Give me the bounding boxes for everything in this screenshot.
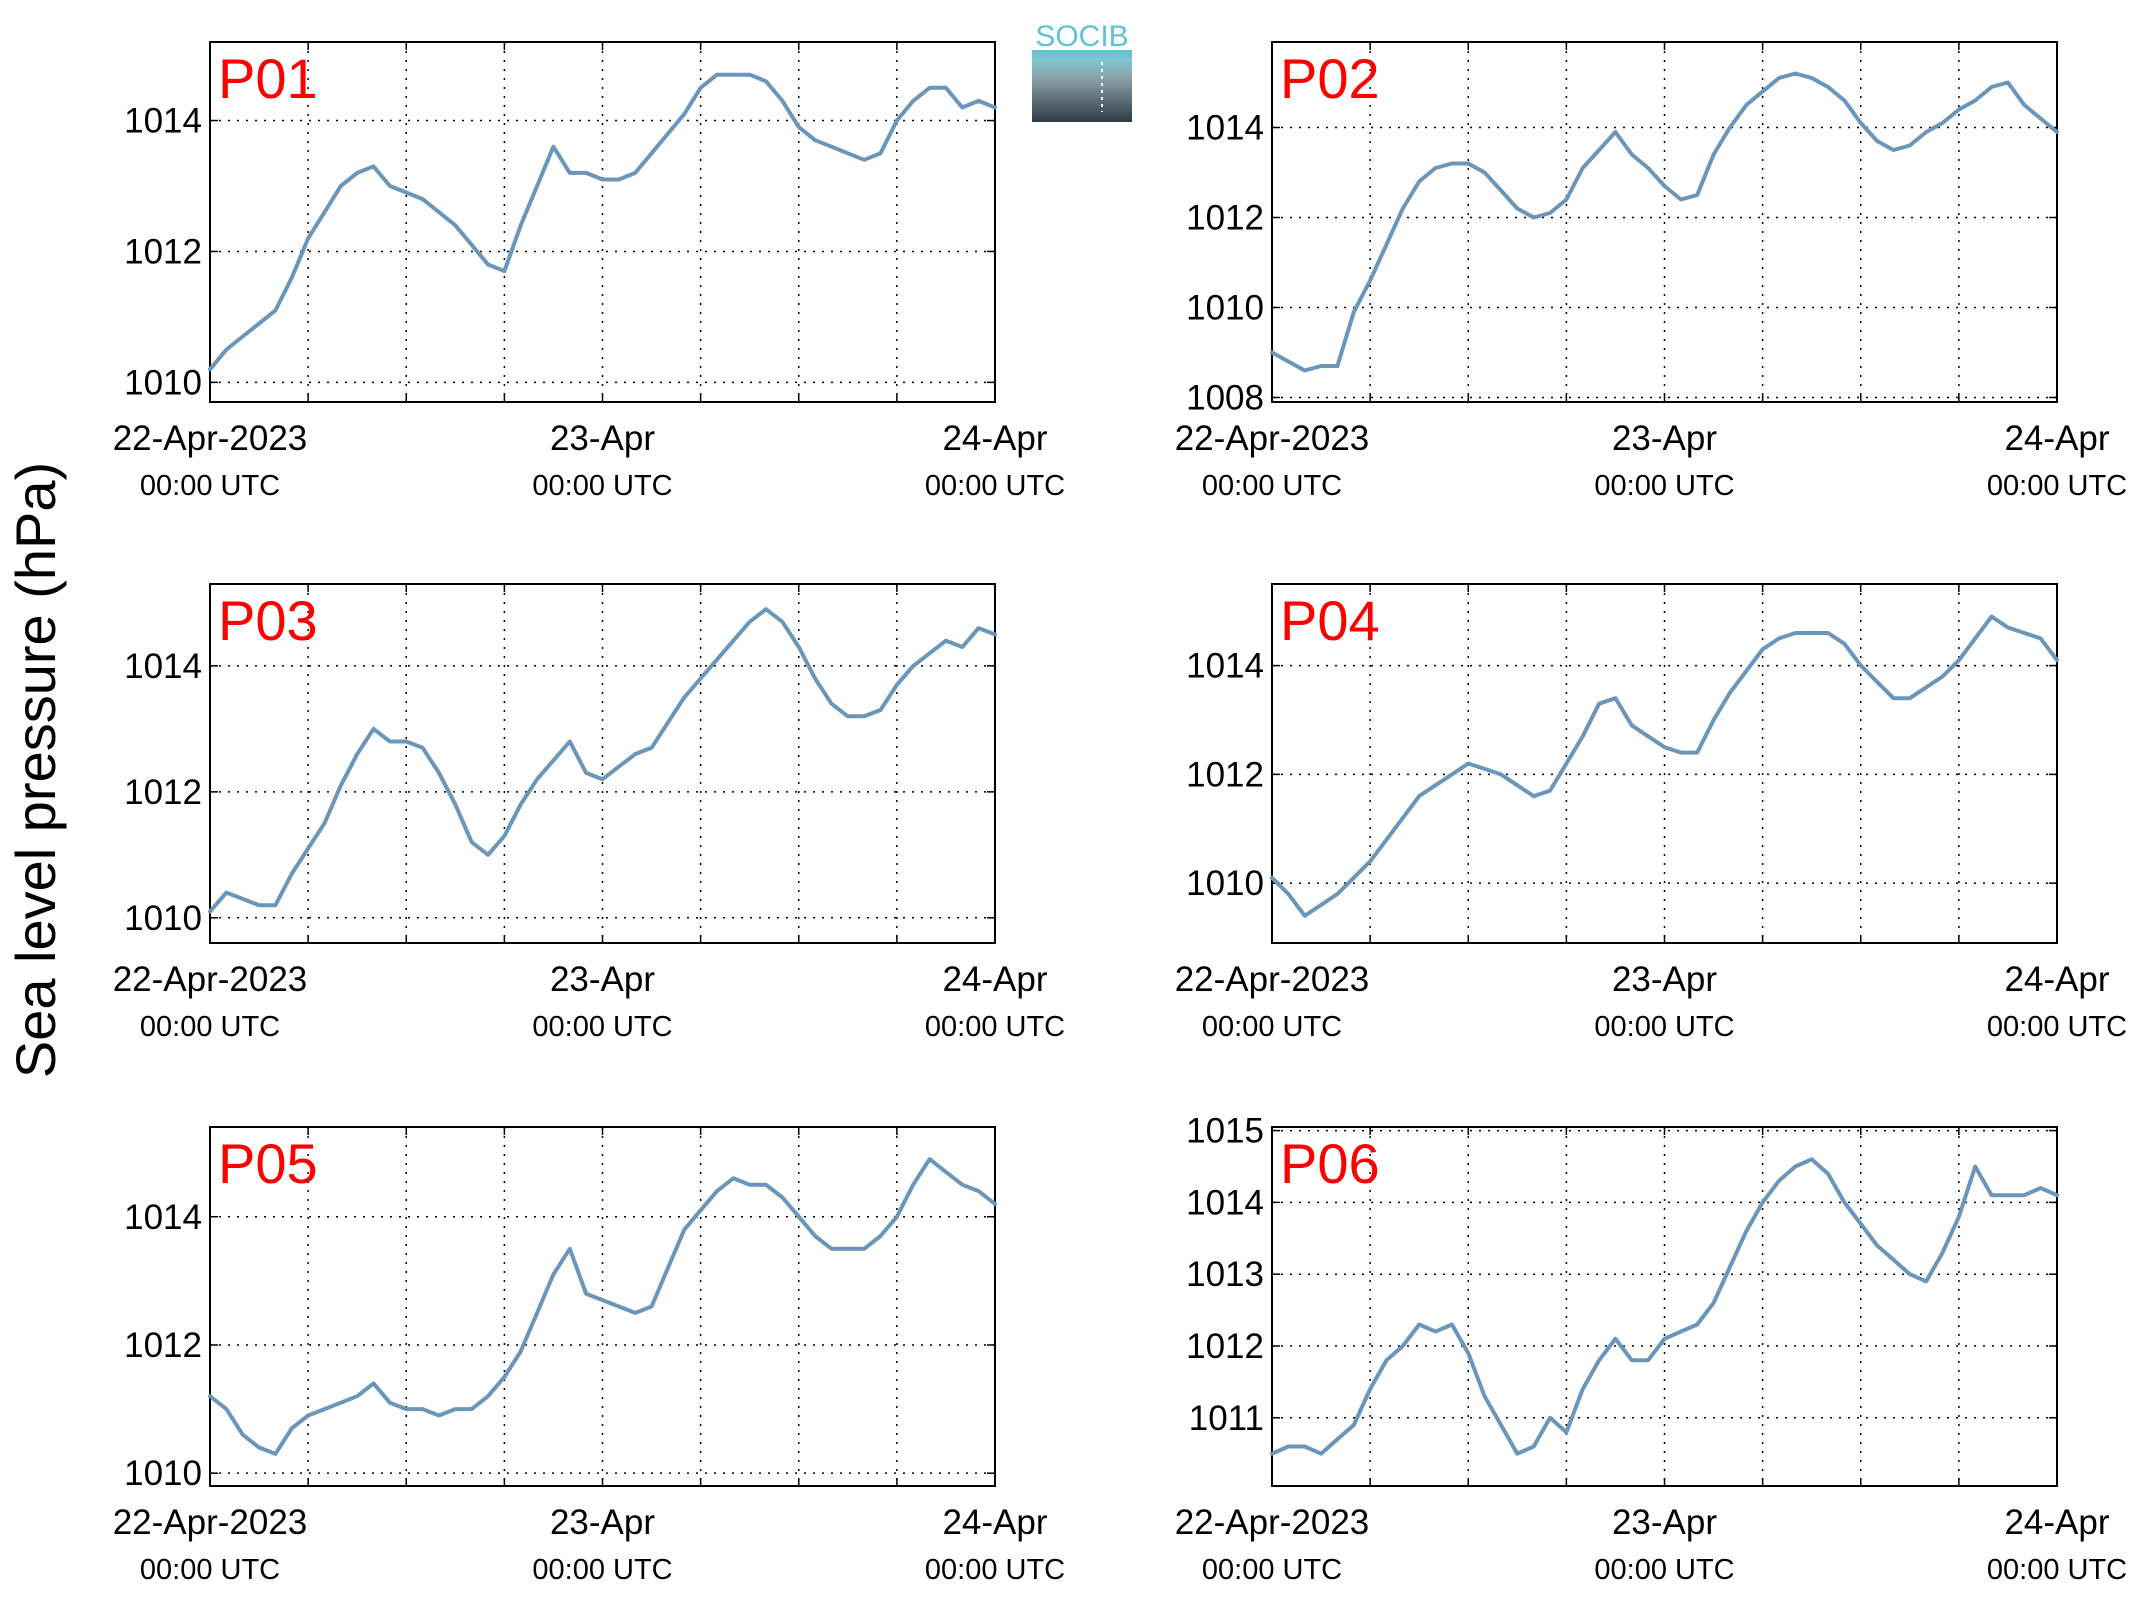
x-tick-label: 23-Apr <box>1612 1503 1717 1542</box>
series-line <box>1270 614 2059 918</box>
y-tick-label: 1010 <box>124 899 202 938</box>
panel-label: P03 <box>218 589 318 652</box>
y-tick-label: 1014 <box>124 102 202 141</box>
x-tick-label: 23-Apr <box>1612 419 1717 458</box>
x-tick-label: 22-Apr-2023 <box>113 960 308 999</box>
x-tick-sublabel: 00:00 UTC <box>1594 1011 1734 1043</box>
panel-p06: 1011 1012 1013 1014 1015 22-Apr-2023 00:00 UTC… <box>1175 1112 2127 1586</box>
y-tick-label: 1015 <box>1186 1112 1264 1151</box>
panel-p05: 1010 1012 1014 22-Apr-2023 00:00 UTC 23-Apr 00… <box>113 1126 1065 1586</box>
x-tick-sublabel: 00:00 UTC <box>532 1554 672 1586</box>
x-tick-sublabel: 00:00 UTC <box>1202 1554 1342 1586</box>
panels: 1010 1012 1014 22-Apr-2023 00:00 UTC 23-Apr 00… <box>113 41 2127 1586</box>
series-line <box>1270 1157 2059 1456</box>
series-line <box>208 72 997 372</box>
y-tick-label: 1014 <box>1186 109 1264 148</box>
y-tick-label: 1012 <box>124 232 202 271</box>
x-tick-sublabel: 00:00 UTC <box>1987 1554 2127 1586</box>
x-tick-sublabel: 00:00 UTC <box>1202 1011 1342 1043</box>
x-tick-sublabel: 00:00 UTC <box>1987 1011 2127 1043</box>
x-tick-label: 23-Apr <box>550 419 655 458</box>
y-tick-label: 1013 <box>1186 1255 1264 1294</box>
x-tick-sublabel: 00:00 UTC <box>140 470 280 502</box>
y-tick-label: 1014 <box>124 647 202 686</box>
panel-label: P05 <box>218 1132 318 1195</box>
x-tick-label: 24-Apr <box>2004 1503 2109 1542</box>
x-tick-sublabel: 00:00 UTC <box>925 1011 1065 1043</box>
y-axis-label: Sea level pressure (hPa) <box>4 462 67 1078</box>
x-tick-label: 24-Apr <box>942 1503 1047 1542</box>
x-tick-label: 23-Apr <box>550 1503 655 1542</box>
y-tick-label: 1012 <box>124 773 202 812</box>
y-tick-label: 1012 <box>1186 199 1264 238</box>
panel-p01: 1010 1012 1014 22-Apr-2023 00:00 UTC 23-Apr 00… <box>113 41 1065 502</box>
x-tick-sublabel: 00:00 UTC <box>140 1554 280 1586</box>
x-tick-label: 22-Apr-2023 <box>1175 1503 1370 1542</box>
x-tick-sublabel: 00:00 UTC <box>1987 470 2127 502</box>
x-tick-sublabel: 00:00 UTC <box>140 1011 280 1043</box>
x-tick-label: 23-Apr <box>1612 960 1717 999</box>
y-tick-label: 1010 <box>124 363 202 402</box>
series-line <box>208 607 997 914</box>
y-tick-label: 1012 <box>124 1326 202 1365</box>
socib-logo-text: SOCIB <box>1035 20 1128 53</box>
x-tick-label: 22-Apr-2023 <box>1175 419 1370 458</box>
socib-logo: SOCIB <box>1032 20 1132 122</box>
panel-p03: 1010 1012 1014 22-Apr-2023 00:00 UTC 23-Apr 00… <box>113 583 1065 1043</box>
y-tick-label: 1014 <box>1186 1183 1264 1222</box>
panel-p04: 1010 1012 1014 22-Apr-2023 00:00 UTC 23-Apr 00… <box>1175 583 2127 1043</box>
x-tick-label: 23-Apr <box>550 960 655 999</box>
y-tick-label: 1010 <box>124 1454 202 1493</box>
panel-label: P02 <box>1280 47 1380 110</box>
x-tick-label: 24-Apr <box>942 419 1047 458</box>
x-tick-sublabel: 00:00 UTC <box>925 470 1065 502</box>
y-tick-label: 1012 <box>1186 1327 1264 1366</box>
x-tick-sublabel: 00:00 UTC <box>1202 470 1342 502</box>
x-tick-label: 24-Apr <box>942 960 1047 999</box>
x-tick-label: 22-Apr-2023 <box>113 1503 308 1542</box>
y-tick-label: 1010 <box>1186 864 1264 903</box>
x-tick-sublabel: 00:00 UTC <box>925 1554 1065 1586</box>
x-tick-label: 24-Apr <box>2004 419 2109 458</box>
y-tick-label: 1010 <box>1186 289 1264 328</box>
x-tick-sublabel: 00:00 UTC <box>532 470 672 502</box>
series-line <box>208 1157 997 1456</box>
series-line <box>1270 71 2059 373</box>
axes-box <box>1271 583 2058 944</box>
y-tick-label: 1011 <box>1189 1399 1264 1438</box>
x-tick-sublabel: 00:00 UTC <box>1594 470 1734 502</box>
axes-box <box>209 1126 996 1487</box>
y-tick-label: 1014 <box>124 1198 202 1237</box>
y-tick-label: 1012 <box>1186 755 1264 794</box>
axes-box <box>209 583 996 944</box>
y-tick-label: 1014 <box>1186 647 1264 686</box>
axes-box <box>1271 1126 2058 1487</box>
x-tick-label: 24-Apr <box>2004 960 2109 999</box>
x-tick-sublabel: 00:00 UTC <box>532 1011 672 1043</box>
x-tick-label: 22-Apr-2023 <box>113 419 308 458</box>
panel-p02: 1008 1010 1012 1014 22-Apr-2023 00:00 UTC 23-A… <box>1175 41 2127 502</box>
y-tick-label: 1008 <box>1186 379 1264 418</box>
panel-label: P04 <box>1280 589 1380 652</box>
panel-label: P06 <box>1280 1132 1380 1195</box>
x-tick-label: 22-Apr-2023 <box>1175 960 1370 999</box>
x-tick-sublabel: 00:00 UTC <box>1594 1554 1734 1586</box>
panel-label: P01 <box>218 47 318 110</box>
